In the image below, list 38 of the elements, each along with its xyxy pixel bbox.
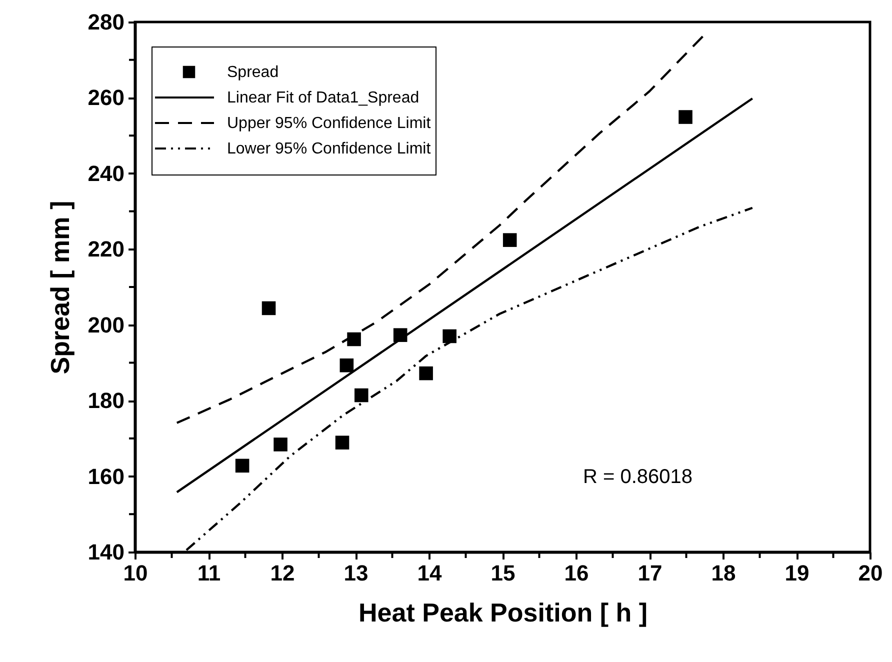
- point: [354, 388, 368, 402]
- point: [347, 332, 361, 346]
- y-tick-label: 160: [88, 464, 124, 489]
- y-tick-label: 200: [88, 312, 124, 338]
- point: [335, 436, 350, 450]
- point: [235, 458, 250, 473]
- point: [419, 366, 433, 380]
- point: [274, 438, 288, 452]
- y-tick-label: 280: [88, 10, 124, 34]
- x-tick-label: 16: [564, 560, 589, 586]
- annotation: R = 0.86018: [583, 466, 693, 488]
- y-tick-label: 240: [88, 160, 124, 186]
- x-tick-label: 15: [490, 560, 516, 586]
- y-tick-label: 260: [88, 85, 124, 110]
- x-tick-label: 12: [270, 560, 295, 586]
- point: [262, 301, 276, 316]
- legend-label: Upper 95% Confidence Limit: [227, 115, 432, 132]
- legend-label: Linear Fit of Data1_Spread: [227, 90, 420, 106]
- point: [442, 329, 456, 344]
- x-tick-label: 18: [711, 560, 736, 586]
- legend-label: Lower 95% Confidence Limit: [227, 140, 432, 158]
- x-tick-label: 17: [638, 560, 662, 586]
- x-tick-label: 19: [784, 560, 810, 586]
- y-tick-label: 140: [88, 540, 124, 564]
- y-tick-label: 220: [88, 236, 124, 262]
- x-tick-label: 13: [344, 560, 368, 586]
- line-series: [176, 34, 705, 424]
- x-tick-label: 11: [197, 560, 221, 586]
- x-tick-label: 14: [417, 560, 442, 586]
- point: [340, 358, 354, 372]
- y-tick-label: 180: [88, 388, 124, 414]
- legend-label: Spread: [227, 64, 279, 81]
- y-axis-title: Spread [ mm ]: [44, 200, 75, 374]
- point: [678, 110, 692, 124]
- x-tick-label: 20: [858, 560, 883, 586]
- point: [502, 233, 517, 247]
- x-tick-label: 10: [123, 560, 148, 586]
- x-axis-title: Heat Peak Position [ h ]: [358, 598, 648, 628]
